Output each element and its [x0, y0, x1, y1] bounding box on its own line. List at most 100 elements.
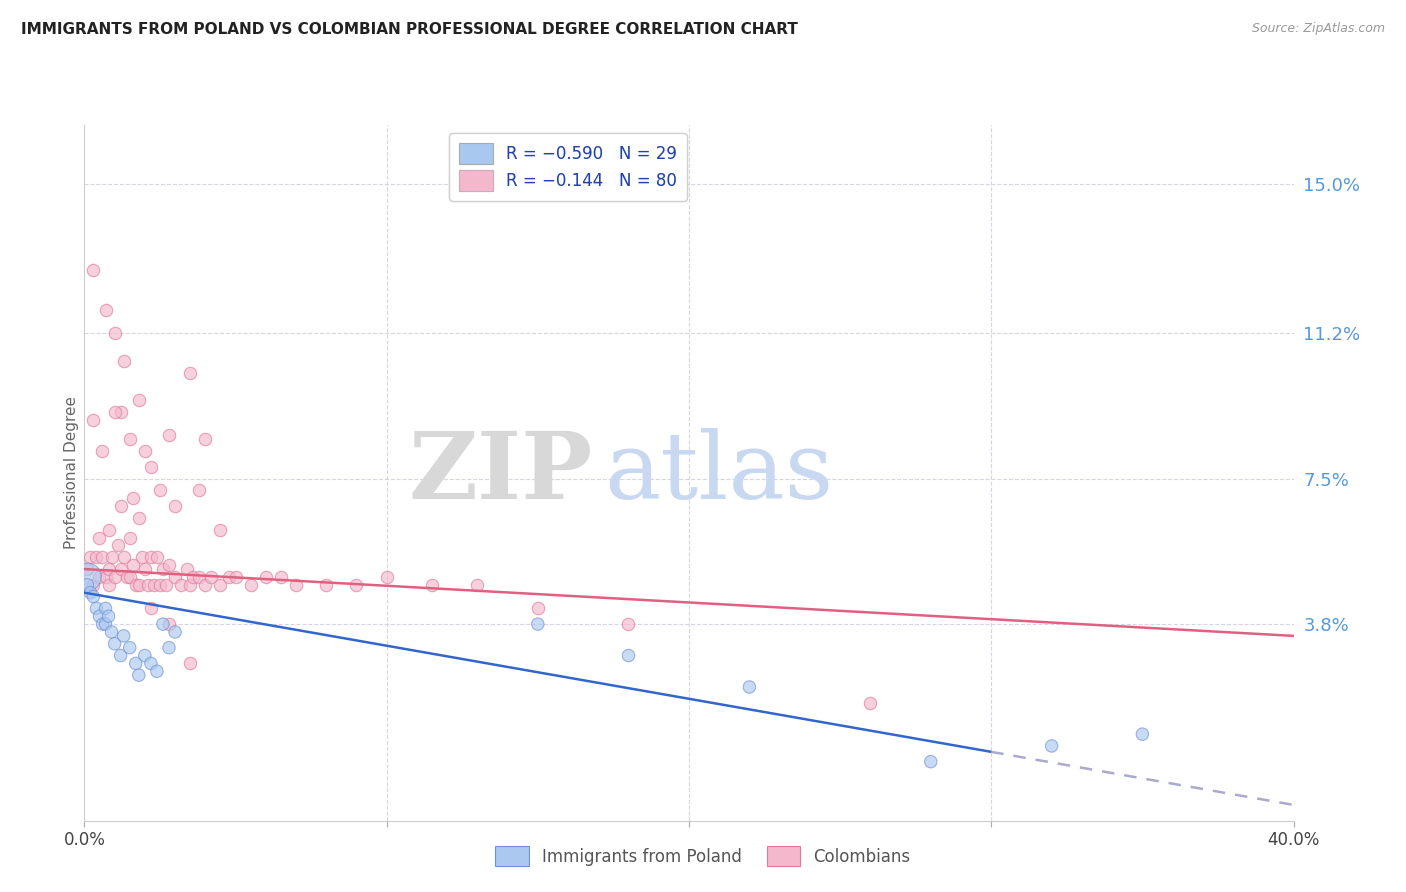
Text: atlas: atlas: [605, 428, 834, 517]
Point: [315, 578, 337, 592]
Point: [118, 570, 141, 584]
Point: [76, 570, 98, 584]
Point: [97, 523, 120, 537]
Point: [194, 433, 217, 447]
Point: [112, 353, 135, 368]
Point: [139, 601, 162, 615]
Point: [112, 550, 135, 565]
Point: [139, 459, 162, 474]
Point: [139, 550, 162, 565]
Point: [89, 531, 111, 545]
Point: [89, 570, 111, 584]
Point: [1040, 739, 1063, 753]
Point: [86, 550, 108, 565]
Point: [149, 483, 172, 498]
Y-axis label: Professional Degree: Professional Degree: [63, 396, 79, 549]
Point: [859, 696, 882, 710]
Point: [86, 601, 108, 615]
Point: [157, 617, 180, 632]
Point: [97, 609, 120, 624]
Point: [94, 302, 117, 317]
Text: Source: ZipAtlas.com: Source: ZipAtlas.com: [1251, 22, 1385, 36]
Point: [170, 578, 193, 592]
Point: [110, 405, 132, 419]
Point: [118, 640, 141, 655]
Point: [97, 578, 120, 592]
Point: [110, 562, 132, 576]
Point: [134, 648, 156, 663]
Point: [209, 523, 232, 537]
Point: [104, 637, 127, 651]
Point: [179, 366, 201, 380]
Point: [118, 433, 141, 447]
Point: [738, 680, 761, 694]
Point: [527, 617, 550, 632]
Point: [146, 665, 169, 679]
Point: [89, 609, 111, 624]
Point: [254, 570, 277, 584]
Point: [1130, 727, 1153, 741]
Point: [155, 578, 177, 592]
Point: [76, 562, 98, 576]
Point: [188, 570, 211, 584]
Point: [346, 578, 368, 592]
Point: [181, 570, 204, 584]
Point: [76, 578, 98, 592]
Point: [139, 657, 162, 671]
Point: [188, 483, 211, 498]
Point: [179, 657, 201, 671]
Point: [225, 570, 247, 584]
Point: [82, 590, 104, 604]
Point: [94, 601, 117, 615]
Point: [527, 601, 550, 615]
Point: [82, 263, 104, 277]
Point: [467, 578, 489, 592]
Point: [165, 624, 187, 639]
Point: [157, 640, 180, 655]
Point: [91, 617, 114, 632]
Point: [209, 578, 232, 592]
Point: [617, 648, 640, 663]
Point: [200, 570, 222, 584]
Legend: Immigrants from Poland, Colombians: Immigrants from Poland, Colombians: [486, 838, 920, 875]
Point: [112, 629, 135, 643]
Point: [165, 499, 187, 513]
Point: [100, 550, 122, 565]
Point: [165, 570, 187, 584]
Point: [239, 578, 262, 592]
Point: [125, 657, 148, 671]
Point: [176, 562, 198, 576]
Point: [125, 578, 148, 592]
Point: [128, 392, 150, 407]
Point: [152, 617, 174, 632]
Point: [134, 444, 156, 458]
Point: [79, 550, 101, 565]
Point: [617, 617, 640, 632]
Point: [104, 570, 127, 584]
Point: [100, 624, 122, 639]
Point: [142, 578, 165, 592]
Point: [79, 585, 101, 599]
Point: [131, 550, 153, 565]
Point: [82, 578, 104, 592]
Point: [146, 550, 169, 565]
Point: [115, 570, 138, 584]
Point: [121, 491, 143, 506]
Point: [128, 511, 150, 525]
Legend: R = −0.590   N = 29, R = −0.144   N = 80: R = −0.590 N = 29, R = −0.144 N = 80: [450, 133, 686, 201]
Point: [94, 617, 117, 632]
Point: [179, 578, 201, 592]
Point: [128, 578, 150, 592]
Point: [136, 578, 159, 592]
Point: [110, 499, 132, 513]
Point: [270, 570, 292, 584]
Point: [104, 405, 127, 419]
Text: ZIP: ZIP: [408, 428, 592, 517]
Point: [375, 570, 398, 584]
Point: [118, 531, 141, 545]
Point: [128, 668, 150, 682]
Point: [157, 558, 180, 573]
Point: [420, 578, 443, 592]
Point: [121, 558, 143, 573]
Point: [94, 570, 117, 584]
